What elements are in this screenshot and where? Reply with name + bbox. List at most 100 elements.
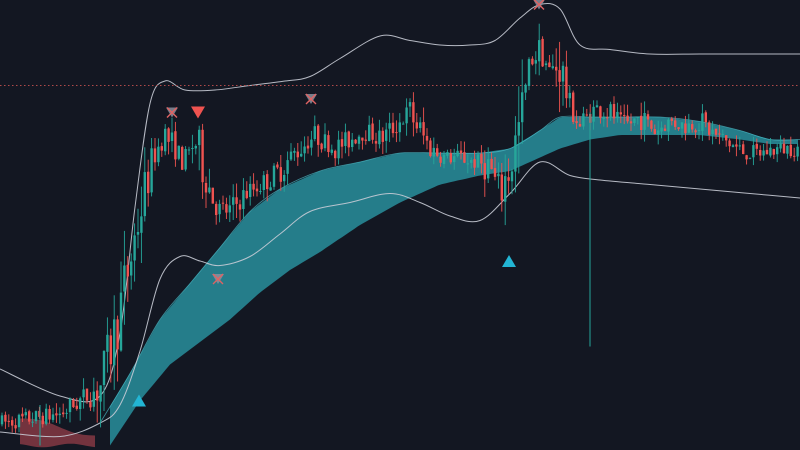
candle-body	[578, 124, 582, 127]
candle-body	[14, 425, 17, 429]
candle-body	[313, 126, 316, 139]
candle-body	[595, 105, 599, 108]
candle-body	[391, 122, 395, 134]
candle-body	[385, 129, 388, 141]
candle-body	[337, 139, 340, 159]
candle-body	[782, 143, 786, 154]
candle-body	[330, 149, 333, 153]
candle-body	[225, 204, 228, 213]
cloud-area	[110, 117, 798, 446]
candle-body	[691, 124, 694, 130]
candle-body	[497, 173, 500, 177]
candle-body	[599, 106, 602, 118]
candle-body	[38, 410, 41, 417]
candle-body	[687, 123, 690, 133]
candle-body	[21, 413, 24, 417]
candle-body	[742, 144, 745, 154]
candle-body	[786, 145, 789, 154]
signal-marker-layer	[132, 0, 545, 407]
candle-body	[279, 167, 282, 182]
candle-body	[198, 129, 201, 146]
candle-body	[252, 183, 255, 190]
candle-body	[170, 132, 174, 141]
candle-body	[310, 139, 313, 148]
candle-body	[371, 123, 374, 140]
candle-body	[667, 119, 670, 132]
candle-body	[429, 140, 432, 157]
candle-body	[640, 115, 643, 130]
candle-body	[4, 414, 7, 422]
candle-body	[395, 132, 398, 134]
candle-body	[75, 405, 78, 409]
candle-body	[660, 127, 663, 132]
candle-body	[697, 130, 701, 132]
candle-body	[789, 144, 792, 157]
candle-body	[592, 106, 595, 122]
candle-body	[85, 388, 89, 401]
candle-body	[303, 146, 306, 154]
candle-body	[276, 164, 279, 168]
candle-body	[194, 146, 197, 149]
candle-body	[181, 147, 184, 170]
candle-body	[585, 114, 588, 116]
candle-body	[215, 203, 218, 215]
candle-body	[555, 66, 558, 71]
candle-body	[266, 174, 269, 190]
candle-body	[72, 400, 75, 408]
candle-body	[609, 104, 612, 118]
candle-body	[765, 149, 769, 155]
candle-body	[245, 190, 248, 199]
candle-body	[748, 157, 752, 159]
candle-body	[147, 171, 150, 194]
candle-body	[41, 415, 44, 425]
candle-layer	[0, 23, 799, 446]
candle-body	[582, 113, 585, 127]
candle-body	[572, 92, 575, 122]
candle-body	[446, 152, 449, 156]
candle-body	[79, 398, 82, 409]
candle-body	[327, 135, 330, 152]
candle-body	[657, 130, 660, 135]
candle-body	[317, 125, 320, 145]
candle-body	[629, 121, 633, 124]
candle-body	[7, 420, 10, 422]
candle-body	[262, 175, 265, 190]
candle-body	[755, 143, 758, 149]
candle-body	[364, 139, 367, 141]
candle-body	[11, 420, 14, 426]
candle-body	[694, 130, 697, 133]
candle-body	[436, 148, 439, 156]
candle-body	[34, 411, 38, 422]
candle-body	[211, 187, 214, 204]
candle-body	[612, 104, 616, 119]
candle-body	[544, 63, 548, 66]
candle-body	[510, 171, 514, 182]
candle-body	[534, 60, 537, 64]
candle-body	[242, 190, 245, 209]
candle-body	[762, 150, 765, 156]
candle-body	[113, 319, 116, 366]
candle-body	[208, 187, 211, 193]
candle-body	[456, 150, 459, 157]
candle-body	[191, 148, 194, 149]
candle-body	[704, 112, 707, 123]
candle-body	[238, 204, 242, 210]
candle-body	[548, 62, 551, 68]
candle-body	[62, 412, 65, 415]
candle-body	[96, 390, 99, 401]
candle-body	[636, 117, 639, 118]
candle-body	[772, 149, 775, 155]
candle-body	[449, 153, 452, 163]
candle-body	[381, 130, 384, 142]
bear-cloud-area	[20, 418, 95, 448]
candle-body	[164, 128, 167, 152]
candle-body	[425, 136, 429, 141]
band-layer	[0, 2, 800, 438]
candle-body	[415, 122, 418, 129]
candle-body	[677, 127, 680, 129]
candle-body	[626, 115, 629, 122]
candle-body	[334, 150, 337, 159]
candle-body	[361, 137, 364, 141]
candle-body	[558, 70, 561, 82]
